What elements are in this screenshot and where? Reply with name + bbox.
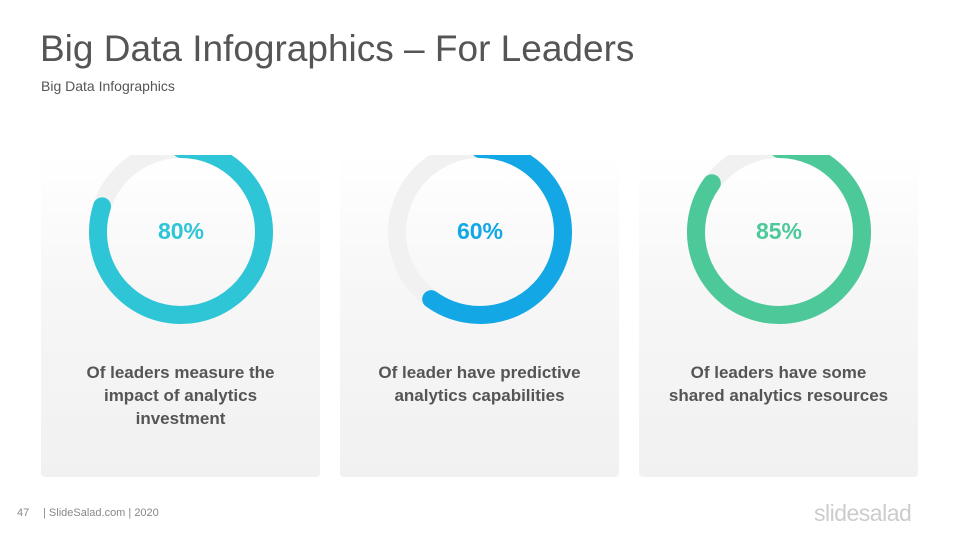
subtitle: Big Data Infographics xyxy=(41,78,175,94)
value-label: 60% xyxy=(457,218,503,244)
source: | SlideSalad.com | 2020 xyxy=(43,507,159,519)
logo: slidesalad xyxy=(814,500,912,526)
chart: 85% xyxy=(687,155,871,324)
card: 60% Of leader have predictive analytics c… xyxy=(340,155,619,477)
donut-arc xyxy=(89,155,273,324)
card: 85% Of leaders have some shared analytics… xyxy=(639,155,918,477)
donut-arc xyxy=(422,155,572,324)
page-number: 47 xyxy=(17,507,30,519)
value-label: 80% xyxy=(158,218,204,244)
title: Big Data Infographics – For Leaders xyxy=(40,28,635,69)
caption: Of leaders measure the impact of analyti… xyxy=(86,363,275,428)
donut-arc xyxy=(687,155,871,324)
card: 80% Of leaders measure the impact of anal… xyxy=(41,155,320,477)
caption: Of leader have predictive analytics capa… xyxy=(378,363,581,405)
caption: Of leaders have some shared analytics re… xyxy=(668,363,889,405)
value-label: 85% xyxy=(756,218,802,244)
chart: 80% xyxy=(89,155,273,324)
chart: 60% xyxy=(388,155,572,324)
